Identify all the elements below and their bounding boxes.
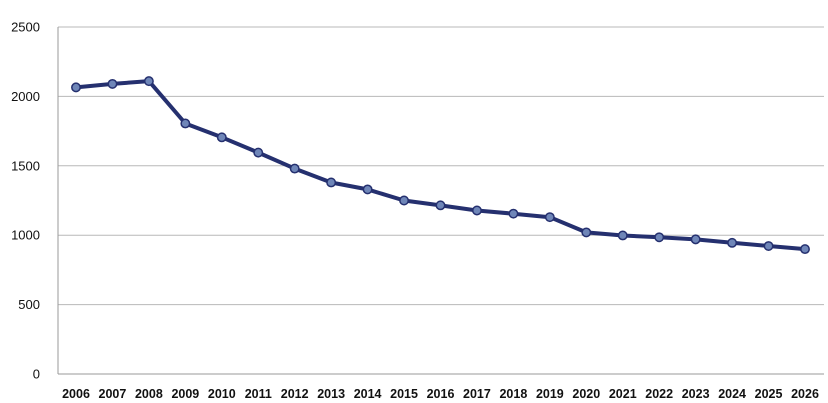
x-tick-label: 2009 xyxy=(171,387,199,401)
x-tick-label: 2024 xyxy=(718,387,746,401)
data-point-2010 xyxy=(216,132,227,143)
data-point-2018 xyxy=(508,208,519,219)
x-tick-label: 2022 xyxy=(645,387,673,401)
x-tick-label: 2016 xyxy=(427,387,455,401)
data-point-2025 xyxy=(763,241,774,251)
data-point-2020 xyxy=(581,227,592,238)
y-tick-label: 0 xyxy=(33,367,40,382)
x-tick-label: 2008 xyxy=(135,387,163,401)
x-tick-label: 2018 xyxy=(499,387,527,401)
x-tick-label: 2014 xyxy=(354,387,382,401)
y-tick-label: 1000 xyxy=(11,228,40,243)
x-tick-label: 2011 xyxy=(245,387,272,401)
x-tick-label: 2010 xyxy=(208,387,236,401)
x-tick-label: 2006 xyxy=(62,387,90,401)
x-tick-label: 2020 xyxy=(572,387,600,401)
data-point-2026 xyxy=(800,244,810,255)
data-point-2008 xyxy=(143,76,154,87)
x-tick-label: 2026 xyxy=(791,387,819,401)
x-tick-label: 2021 xyxy=(609,387,637,401)
data-point-2022 xyxy=(654,232,665,243)
data-point-2012 xyxy=(289,163,300,174)
data-point-2021 xyxy=(617,230,628,241)
x-tick-label: 2013 xyxy=(317,387,345,401)
series xyxy=(71,76,810,255)
y-tick-label: 1500 xyxy=(11,158,40,173)
x-tick-label: 2012 xyxy=(281,387,309,401)
axes xyxy=(57,27,824,375)
data-point-2015 xyxy=(399,195,409,206)
y-tick-label: 2000 xyxy=(11,89,40,104)
data-point-2013 xyxy=(326,177,337,188)
y-tick-label: 500 xyxy=(18,297,40,312)
data-point-2014 xyxy=(362,184,373,195)
data-point-2023 xyxy=(690,234,701,245)
data-point-2017 xyxy=(472,205,482,216)
x-tick-label: 2007 xyxy=(99,387,127,401)
gridlines xyxy=(58,26,824,306)
data-point-2019 xyxy=(544,212,555,223)
data-point-2006 xyxy=(71,82,81,93)
x-tick-label: 2017 xyxy=(463,387,491,401)
x-axis-ticks: 2006 2007 2008 2009 2010 2011 2012 2013 2014 2015… xyxy=(62,387,819,401)
data-point-2011 xyxy=(253,147,264,158)
data-point-2007 xyxy=(107,78,118,89)
series-line xyxy=(74,79,807,252)
data-point-2024 xyxy=(727,237,738,248)
y-tick-label: 2500 xyxy=(11,20,40,35)
data-point-2016 xyxy=(435,200,446,211)
x-tick-label: 2015 xyxy=(390,387,418,401)
x-tick-label: 2025 xyxy=(755,387,783,401)
x-tick-label: 2019 xyxy=(536,387,564,401)
data-point-2009 xyxy=(180,118,191,129)
y-axis-ticks: 0 500 1000 1500 2000 2500 xyxy=(11,20,40,382)
x-tick-label: 2023 xyxy=(682,387,710,401)
